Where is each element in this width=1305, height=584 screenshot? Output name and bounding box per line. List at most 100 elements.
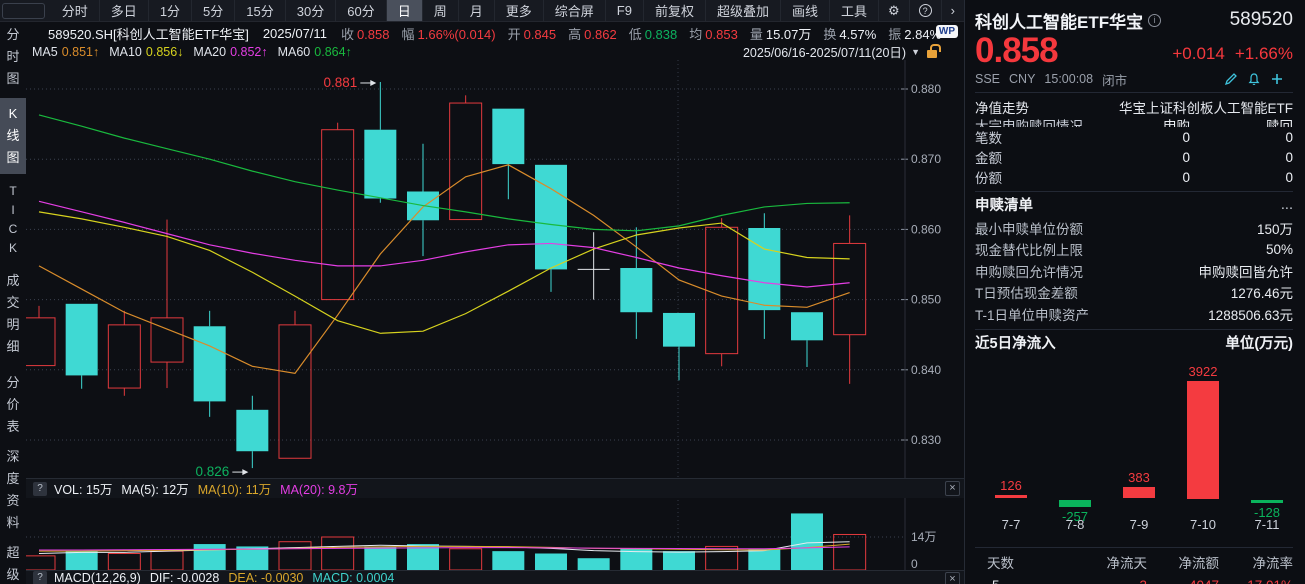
annotation-arrowhead — [370, 79, 377, 86]
unlock-icon[interactable] — [927, 44, 941, 58]
period-tab-5分[interactable]: 5分 — [192, 0, 236, 21]
close-icon[interactable]: × — [945, 481, 960, 496]
period-tab-15分[interactable]: 15分 — [235, 0, 286, 21]
date-range-label[interactable]: 2025/06/16-2025/07/11(20日) — [742, 42, 907, 62]
period-tab-日[interactable]: 日 — [386, 0, 423, 21]
legend-item: MA(10): 11万 — [197, 483, 272, 497]
toolbar-item-画线[interactable]: 画线 — [781, 0, 830, 21]
candle-body — [662, 312, 695, 347]
candle-body — [107, 324, 141, 389]
bell-icon[interactable] — [1247, 72, 1261, 86]
sidebar-item-成交明细[interactable]: 成交明细 — [6, 273, 20, 354]
y-axis-label: 0.850 — [911, 293, 941, 307]
question-icon[interactable]: ? — [33, 570, 47, 584]
volume-bar — [492, 551, 525, 570]
toolbar-item-F9[interactable]: F9 — [606, 0, 644, 21]
ma-legend-MA10: MA10 0.856↓ — [109, 45, 184, 59]
volume-pane-header: ? VOL: 15万 MA(5): 12万 MA(10): 11万 MA(20): 9… — [26, 478, 964, 498]
nav-row-label: 净值走势 — [975, 100, 1029, 116]
toolbar-item-工具[interactable]: 工具 — [830, 0, 879, 21]
candle-body — [364, 129, 397, 199]
flow-bar-7-11 — [1251, 499, 1283, 504]
info-icon[interactable]: i — [1148, 13, 1162, 27]
toolbar-item-前复权[interactable]: 前复权 — [644, 0, 706, 21]
toolbar-item-超级叠加[interactable]: 超级叠加 — [706, 0, 781, 21]
help-button[interactable]: ? — [910, 0, 942, 21]
symbol-label: 589520.SH[科创人工智能ETF华宝] — [48, 26, 249, 42]
ma-legend: MA5 0.851↑ MA10 0.856↓ MA20 0.852↑ MA60 0.864↑ — [32, 45, 362, 59]
volume-ma-VMA20 — [39, 546, 850, 551]
nav-blank-button[interactable] — [2, 3, 45, 19]
question-icon[interactable]: ? — [33, 481, 47, 496]
field-幅: 幅 1.66%(0.014) — [401, 26, 496, 42]
change-percent: +1.66% — [1234, 44, 1293, 63]
flow-bar-7-9 — [1123, 486, 1155, 499]
order-counter-rows: 笔数 0 0 金额 0 0 份额 0 0 — [975, 127, 1293, 187]
nav-value-row[interactable]: 净值走势 华宝上证科创板人工智能ETF — [975, 95, 1293, 118]
field-收: 收 0.858 — [340, 26, 390, 42]
kline-chart[interactable]: 0.880 0.870 0.860 0.850 0.840 0.830 14万 0 0.881 0… — [26, 60, 964, 584]
chart-region[interactable]: 0.880 0.870 0.860 0.850 0.840 0.830 14万 0 0.881 0… — [26, 60, 964, 584]
candle-body — [26, 317, 56, 367]
candle-body — [278, 324, 312, 459]
flow-bar-value: 126 — [1000, 477, 1022, 493]
more-link[interactable]: ... — [1280, 196, 1293, 213]
annotation-label: 0.826 — [196, 464, 230, 479]
period-tab-30分[interactable]: 30分 — [286, 0, 337, 21]
legend-item: VOL: 15万 — [54, 483, 113, 497]
field-开: 开 0.845 — [507, 26, 557, 42]
period-tab-周[interactable]: 周 — [423, 0, 459, 21]
change-value: +0.014 — [1172, 44, 1225, 63]
sidebar-item-分时图[interactable]: 分时图 — [6, 27, 20, 86]
sidebar-item-超级复盘[interactable]: 超级复盘 — [6, 545, 20, 582]
volume-bar — [193, 544, 226, 570]
redeem-section-header: 申赎清单 ... — [975, 192, 1293, 217]
flow-bar-value: -257 — [1061, 509, 1089, 525]
redeem-row: 申购赎回允许情况 申购赎回皆允许 — [975, 264, 1293, 280]
period-tab-月[interactable]: 月 — [459, 0, 495, 21]
period-toolbar: 分时 多日 1分 5分 15分 30分 60分日周月更多 综合屏 F9 前复权 超级叠加 画线 工具 … — [0, 0, 964, 22]
field-振: 振 2.84% — [888, 26, 942, 42]
period-tab-多日[interactable]: 多日 — [100, 0, 149, 21]
plus-icon[interactable] — [1270, 72, 1284, 86]
candle-body — [534, 164, 567, 270]
y-axis-label: 0.880 — [911, 82, 941, 96]
period-tab-1分[interactable]: 1分 — [149, 0, 193, 21]
flow-bar-value: 383 — [1128, 469, 1150, 485]
counter-row-笔数: 笔数 0 0 — [975, 129, 1293, 147]
quote-time: 15:00:08 — [1044, 72, 1094, 86]
net-inflow-table: 天数净流天净流额净流率53404717.01%107480820.56% — [975, 550, 1293, 584]
candle-body — [748, 227, 781, 311]
y-axis-label: 0.830 — [911, 433, 941, 447]
more-tools-button[interactable]: › — [942, 0, 964, 21]
sidebar-item-深度资料[interactable]: 深度资料 — [6, 449, 20, 530]
quote-date: 2025/07/11 — [262, 25, 327, 41]
period-tab-更多[interactable]: 更多 — [495, 0, 544, 21]
close-icon[interactable]: × — [945, 572, 960, 584]
toolbar-item-综合屏[interactable]: 综合屏 — [544, 0, 606, 21]
settings-button[interactable]: ⚙ — [879, 0, 910, 21]
exchange-label: SSE — [975, 72, 1001, 86]
volume-bar — [790, 513, 823, 570]
chevron-down-icon[interactable]: ▼ — [911, 47, 920, 57]
period-tab-60分[interactable]: 60分 — [336, 0, 387, 21]
legend-item: DIF: -0.0028 — [149, 570, 220, 584]
period-tab-分时[interactable]: 分时 — [51, 0, 100, 21]
pencil-icon[interactable] — [1224, 72, 1238, 86]
panel-divider — [964, 0, 965, 584]
price-change: +0.014 +1.66% — [1172, 44, 1293, 68]
volume-bar — [150, 550, 184, 571]
legend-item: DEA: -0.0030 — [228, 570, 304, 584]
clipped-col2: 赎回 — [1266, 119, 1293, 127]
candle-body — [150, 317, 184, 363]
date-range-control[interactable]: 2025/06/16-2025/07/11(20日) ▼ — [742, 42, 941, 62]
sidebar-item-分价表[interactable]: 分价表 — [6, 375, 20, 434]
legend-item: MA(20): 9.8万 — [280, 483, 358, 497]
macd-pane-header: ? MACD(12,26,9) DIF: -0.0028 DEA: -0.0030 M… — [26, 570, 964, 584]
volume-bar — [534, 553, 567, 570]
volume-bar — [662, 551, 695, 570]
wp-badge[interactable]: WP — [935, 25, 958, 38]
